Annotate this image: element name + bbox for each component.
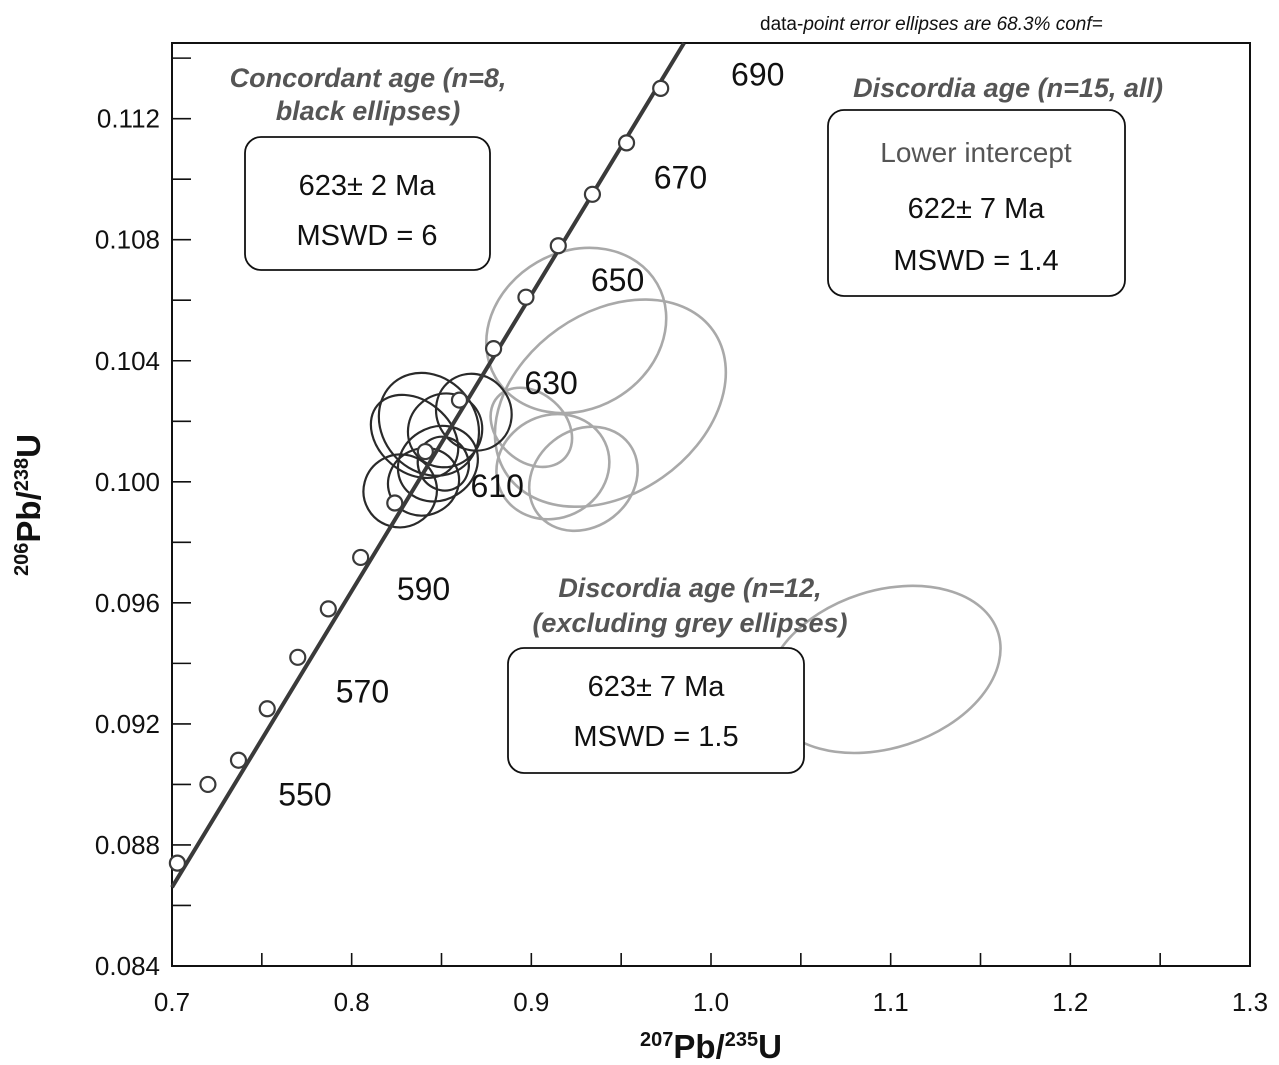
concordia-curve: 550 570 590 610 630 650 670 690 — [168, 41, 784, 889]
annotation-box — [827, 109, 1126, 297]
concordia-line — [170, 41, 686, 889]
grey-error-ellipse — [493, 298, 728, 509]
concordia-age-marker — [229, 751, 248, 769]
annotation-mswd-value: MSWD = 6 — [297, 220, 438, 252]
x-tick-label: 1.0 — [693, 987, 729, 1017]
annotation-age-value: 622± 7 Ma — [908, 193, 1046, 225]
concordia-age-marker — [617, 134, 636, 152]
annotation-discordia-all: Discordia age (n=15, all) Lower intercep… — [827, 73, 1163, 297]
y-tick-label: 0.088 — [95, 830, 160, 860]
x-tick-label: 1.1 — [873, 987, 909, 1017]
axis-ticks: 0.7 0.8 0.9 1.0 1.1 1.2 1.3 0.084 0.088 0.092 0.09… — [95, 57, 1268, 1017]
annotation-concordant-age: Concordant age (n=8, black ellipses) 623… — [230, 63, 507, 271]
data-ellipses — [362, 246, 1002, 755]
concordia-age-label: 690 — [731, 56, 784, 92]
x-tick-label: 0.9 — [513, 987, 549, 1017]
concordia-age-label: 570 — [336, 674, 389, 710]
concordia-age-label: 590 — [397, 571, 450, 607]
annotation-box — [244, 136, 491, 271]
concordia-age-marker — [416, 442, 434, 461]
concordia-age-marker — [583, 185, 602, 203]
x-tick-label: 0.8 — [334, 987, 370, 1017]
concordia-age-label: 550 — [278, 777, 331, 813]
annotation-heading-line: Discordia age (n=12, — [558, 573, 821, 603]
concordia-age-marker — [549, 237, 567, 255]
y-tick-label: 0.084 — [95, 951, 160, 981]
concordia-age-label: 670 — [654, 159, 707, 195]
annotation-heading-line: Concordant age (n=8, — [230, 63, 507, 93]
y-tick-label: 0.104 — [95, 346, 160, 376]
black-error-ellipse — [396, 424, 479, 503]
concordia-age-marker — [258, 700, 276, 718]
x-tick-label: 1.2 — [1052, 987, 1088, 1017]
concordia-age-label: 650 — [591, 262, 644, 298]
grey-error-ellipse — [495, 412, 611, 521]
concordia-age-marker — [652, 79, 670, 97]
annotation-box — [507, 647, 805, 774]
grey-error-ellipse — [484, 246, 668, 415]
concordia-age-marker — [168, 854, 186, 872]
black-error-ellipse — [362, 453, 438, 529]
y-tick-label: 0.112 — [97, 104, 160, 134]
annotation-subline: Lower intercept — [880, 137, 1072, 168]
concordia-age-marker — [352, 548, 370, 567]
annotation-age-value: 623± 7 Ma — [588, 671, 726, 703]
annotation-age-value: 623± 2 Ma — [299, 170, 437, 202]
concordia-age-label: 610 — [471, 468, 524, 504]
concordia-age-marker — [199, 775, 217, 794]
x-tick-label: 0.7 — [154, 987, 190, 1017]
annotation-heading-line: black ellipses) — [276, 96, 461, 126]
concordia-age-marker — [386, 494, 404, 512]
confidence-note: data-point error ellipses are 68.3% conf… — [760, 14, 1103, 35]
concordia-age-marker — [319, 600, 337, 618]
annotation-heading-line: (excluding grey ellipses) — [532, 608, 847, 638]
y-tick-label: 0.108 — [95, 225, 160, 255]
concordia-age-marker — [485, 340, 503, 358]
concordia-age-label: 630 — [524, 365, 577, 401]
y-tick-label: 0.092 — [95, 709, 160, 739]
annotation-discordia-excluding-grey: Discordia age (n=12, (excluding grey ell… — [507, 573, 848, 774]
x-axis-title: 207Pb/235U — [640, 1028, 782, 1065]
x-tick-label: 1.3 — [1232, 987, 1268, 1017]
y-tick-label: 0.100 — [95, 467, 160, 497]
y-tick-label: 0.096 — [95, 588, 160, 618]
annotation-mswd-value: MSWD = 1.4 — [893, 245, 1058, 277]
concordia-age-marker — [517, 288, 535, 306]
concordia-age-marker — [450, 391, 469, 409]
grey-error-ellipse — [527, 425, 639, 533]
annotation-heading-line: Discordia age (n=15, all) — [853, 73, 1163, 103]
concordia-age-marker — [289, 648, 307, 666]
annotation-mswd-value: MSWD = 1.5 — [573, 721, 738, 753]
grey-error-ellipse — [489, 386, 574, 469]
y-axis-title: 206Pb/238U — [10, 434, 47, 576]
